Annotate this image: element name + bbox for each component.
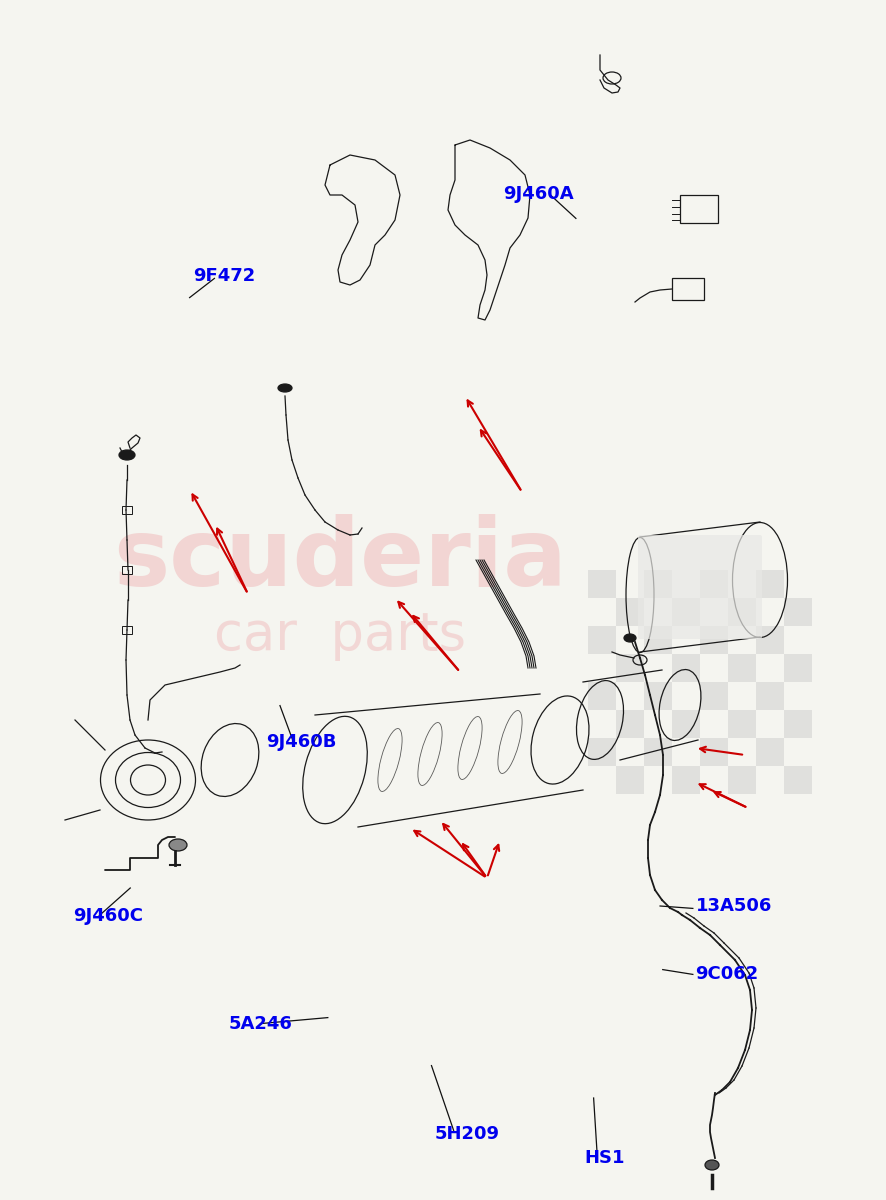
Text: 9F472: 9F472 [193, 266, 255, 284]
Bar [588, 626, 616, 654]
Bar [588, 570, 616, 598]
Bar [756, 738, 784, 766]
Bar [616, 598, 644, 626]
Bar [700, 738, 728, 766]
Bar [700, 570, 728, 598]
Bar [644, 626, 672, 654]
Bar [122, 566, 132, 574]
Bar [588, 738, 616, 766]
Text: 9C062: 9C062 [696, 966, 758, 984]
Ellipse shape [278, 384, 292, 392]
Text: 9J460A: 9J460A [503, 185, 574, 203]
Bar [756, 626, 784, 654]
Text: 9J460B: 9J460B [266, 732, 336, 751]
Ellipse shape [624, 634, 636, 642]
FancyBboxPatch shape [638, 535, 762, 638]
Text: 13A506: 13A506 [696, 898, 772, 914]
Bar [784, 598, 812, 626]
Bar [728, 654, 756, 682]
Bar [672, 710, 700, 738]
Bar [644, 682, 672, 710]
Bar [672, 278, 704, 300]
Bar [616, 654, 644, 682]
Bar [700, 626, 728, 654]
Text: HS1: HS1 [585, 1150, 626, 1166]
Bar [700, 682, 728, 710]
Text: 9J460C: 9J460C [73, 907, 143, 924]
Bar [672, 598, 700, 626]
Bar [122, 506, 132, 514]
Bar [616, 710, 644, 738]
Bar [728, 710, 756, 738]
Bar [756, 682, 784, 710]
Bar [680, 194, 718, 223]
Bar [672, 766, 700, 794]
Bar [644, 570, 672, 598]
Ellipse shape [705, 1160, 719, 1170]
Ellipse shape [119, 450, 135, 460]
Text: 5H209: 5H209 [434, 1126, 499, 1142]
Bar [784, 766, 812, 794]
Bar [756, 570, 784, 598]
Bar [728, 598, 756, 626]
Bar [644, 738, 672, 766]
Bar [672, 654, 700, 682]
Bar [588, 682, 616, 710]
Bar [784, 710, 812, 738]
Bar [728, 766, 756, 794]
Text: car  parts: car parts [214, 608, 466, 661]
Ellipse shape [169, 839, 187, 851]
Bar [784, 654, 812, 682]
Bar [616, 766, 644, 794]
Text: scuderia: scuderia [113, 514, 567, 606]
Bar [122, 626, 132, 634]
Text: 5A246: 5A246 [229, 1015, 292, 1032]
